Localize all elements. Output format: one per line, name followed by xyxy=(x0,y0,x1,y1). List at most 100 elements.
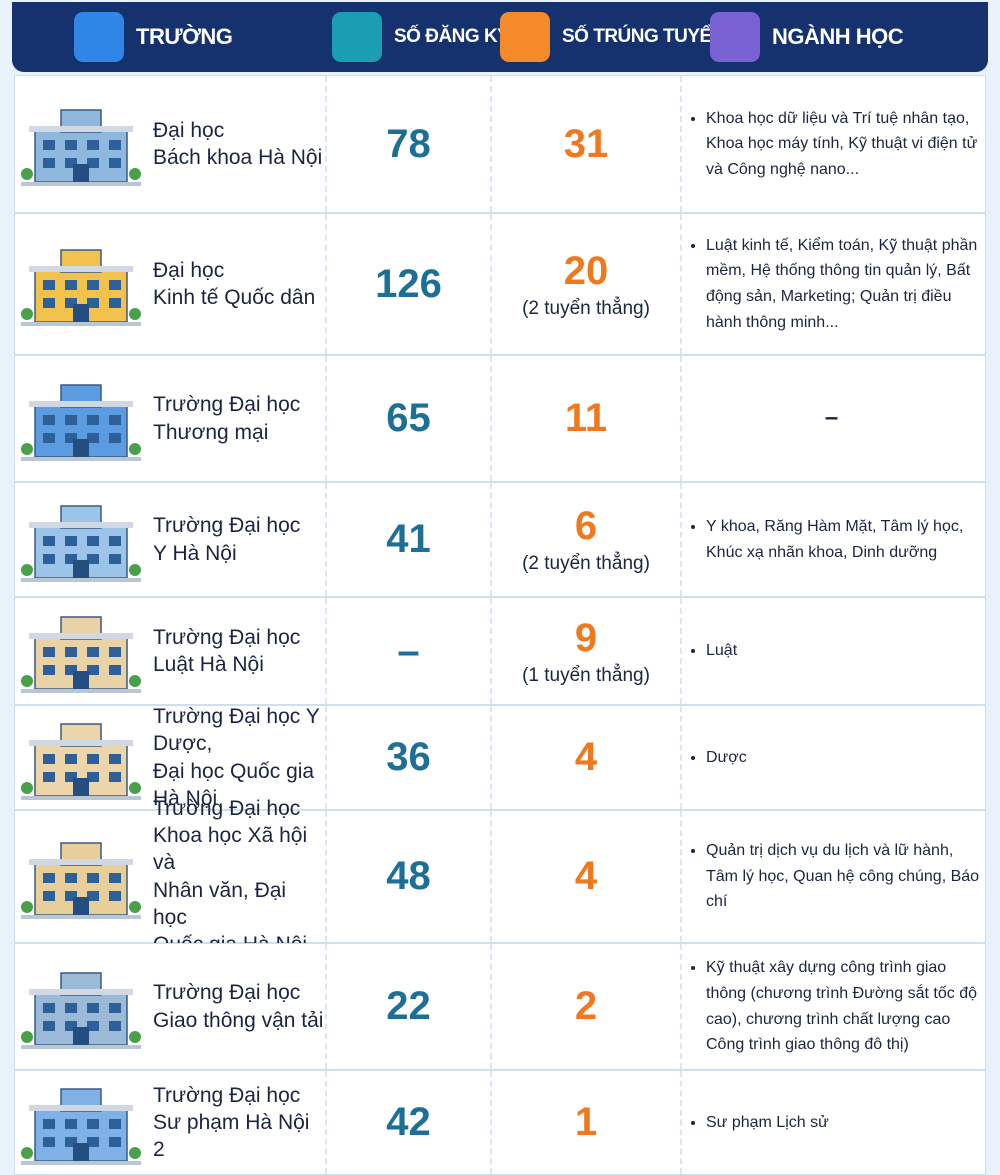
header-cell: SỐ ĐĂNG KÝ xyxy=(332,2,510,72)
majors-list: Quản trị dịch vụ du lịch và lữ hành, Tâm… xyxy=(682,838,981,915)
school-line: Khoa học Xã hội và xyxy=(153,823,308,875)
school-line: Giao thông vận tải xyxy=(153,1008,324,1032)
admitted-value: 6 xyxy=(574,504,598,548)
school-name: Trường Đại học Giao thông vận tải xyxy=(153,979,323,1034)
school-line: Sư phạm Hà Nội 2 xyxy=(153,1110,310,1162)
majors-text: – xyxy=(824,404,839,432)
building-icon xyxy=(21,383,141,461)
school-name: Đại học Kinh tế Quốc dân xyxy=(153,257,315,312)
majors-list: Sư phạm Lịch sử xyxy=(682,1110,829,1136)
school-name: Trường Đại học Sư phạm Hà Nội 2 xyxy=(153,1082,325,1164)
table-row: Đại học Bách khoa Hà Nội 78 31 Khoa học dữ l… xyxy=(14,75,986,213)
registered-value: 126 xyxy=(375,261,442,306)
header-label: SỐ ĐĂNG KÝ xyxy=(394,26,510,47)
school-line: Y Hà Nội xyxy=(153,541,237,565)
building-icon xyxy=(21,109,141,186)
admitted-value: 9 xyxy=(574,615,598,660)
school-line: Kinh tế Quốc dân xyxy=(153,286,316,309)
building-icon xyxy=(21,722,141,800)
majors-cell: Kỹ thuật xây dựng công trình giao thông … xyxy=(680,944,987,1069)
majors-cell: Sư phạm Lịch sử xyxy=(680,1071,987,1174)
table-row: Trường Đại học Thương mại 65 11 – xyxy=(14,355,986,482)
admitted-value: 31 xyxy=(563,121,609,166)
school-cell: Đại học Bách khoa Hà Nội xyxy=(153,76,325,212)
table-row: Trường Đại học Luật Hà Nội – 9 (1 tuyển thẳn… xyxy=(14,597,986,705)
majors-cell: Quản trị dịch vụ du lịch và lữ hành, Tâm… xyxy=(680,811,987,942)
school-cell: Trường Đại học Sư phạm Hà Nội 2 xyxy=(153,1071,325,1174)
registered-cell: 65 xyxy=(325,356,490,481)
admitted-cell: 20 (2 tuyển thẳng) xyxy=(490,214,680,354)
school-line: Trường Đại học Y Dược, xyxy=(153,704,320,756)
school-line: Trường Đại học xyxy=(153,625,301,649)
building-icon xyxy=(21,504,141,582)
school-cell: Trường Đại học Khoa học Xã hội và Nhân văn… xyxy=(153,797,325,956)
major-item: Sư phạm Lịch sử xyxy=(706,1110,829,1136)
registered-value: 42 xyxy=(386,1100,431,1144)
admitted-note: (2 tuyển thẳng) xyxy=(522,553,650,574)
registered-cell: 126 xyxy=(325,214,490,354)
registered-value: 78 xyxy=(386,121,431,166)
school-name: Trường Đại học Y Dược, Đại học Quốc gia H… xyxy=(153,703,325,812)
school-line: Đại học xyxy=(153,258,225,282)
registered-value: – xyxy=(397,628,420,673)
majors-list: Y khoa, Răng Hàm Mặt, Tâm lý học, Khúc x… xyxy=(682,514,981,565)
school-line: Trường Đại học xyxy=(153,796,301,820)
majors-cell: Y khoa, Răng Hàm Mặt, Tâm lý học, Khúc x… xyxy=(680,483,987,596)
school-line: Nhân văn, Đại học xyxy=(153,878,287,929)
major-item: Kỹ thuật xây dựng công trình giao thông … xyxy=(706,955,981,1057)
admitted-value: 1 xyxy=(574,1100,598,1144)
school-cell: Trường Đại học Thương mại xyxy=(153,356,325,481)
admitted-cell: 9 (1 tuyển thẳng) xyxy=(490,598,680,704)
registered-value: 41 xyxy=(386,517,431,561)
school-line: Đại học Quốc gia Hà Nội xyxy=(153,759,315,810)
header-cell: TRƯỜNG xyxy=(74,2,233,72)
school-line: Thương mại xyxy=(153,420,269,444)
school-cell: Đại học Kinh tế Quốc dân xyxy=(153,214,325,354)
majors-cell: – xyxy=(680,356,987,481)
major-item: Khoa học dữ liệu và Trí tuệ nhân tạo, Kh… xyxy=(706,106,981,183)
registered-value: 22 xyxy=(386,984,431,1028)
majors-list: Luật kinh tế, Kiểm toán, Kỹ thuật phần m… xyxy=(682,233,981,335)
major-item: Y khoa, Răng Hàm Mặt, Tâm lý học, Khúc x… xyxy=(706,514,981,565)
header-cell: NGÀNH HỌC xyxy=(710,2,904,72)
building-icon xyxy=(21,841,141,919)
school-line: Trường Đại học xyxy=(153,514,301,538)
building-icon xyxy=(21,971,141,1049)
major-item: Quản trị dịch vụ du lịch và lữ hành, Tâm… xyxy=(706,838,981,915)
major-item: Dược xyxy=(706,745,747,771)
admitted-value: 4 xyxy=(574,854,598,898)
header-cell: SỐ TRÚNG TUYỂN xyxy=(500,2,725,72)
table-row: Trường Đại học Y Dược, Đại học Quốc gia H… xyxy=(14,705,986,810)
admitted-cell: 31 xyxy=(490,76,680,212)
major-item: Luật kinh tế, Kiểm toán, Kỹ thuật phần m… xyxy=(706,233,981,335)
icon xyxy=(74,12,124,62)
school-cell: Trường Đại học Y Dược, Đại học Quốc gia H… xyxy=(153,703,325,812)
admitted-cell: 11 xyxy=(490,356,680,481)
admitted-value: 2 xyxy=(574,984,598,1028)
registered-cell: 36 xyxy=(325,706,490,809)
admitted-value: 20 xyxy=(563,248,609,293)
registered-cell: – xyxy=(325,598,490,704)
building-icon xyxy=(21,249,141,326)
majors-cell: Khoa học dữ liệu và Trí tuệ nhân tạo, Kh… xyxy=(680,76,987,212)
icon xyxy=(710,12,760,62)
admitted-note: (2 tuyển thẳng) xyxy=(522,297,650,319)
icon xyxy=(332,12,382,62)
school-name: Trường Đại học Thương mại xyxy=(153,391,300,446)
school-line: Trường Đại học xyxy=(153,1083,301,1107)
table-row: Trường Đại học Sư phạm Hà Nội 2 42 1 Sư phạm… xyxy=(14,1070,986,1175)
admitted-cell: 2 xyxy=(490,944,680,1069)
registered-value: 65 xyxy=(386,396,431,440)
school-cell: Trường Đại học Y Hà Nội xyxy=(153,483,325,596)
registered-cell: 48 xyxy=(325,811,490,942)
school-line: Trường Đại học xyxy=(153,981,301,1005)
school-name: Đại học Bách khoa Hà Nội xyxy=(153,117,322,172)
majors-cell: Luật xyxy=(680,598,987,704)
admitted-value: 11 xyxy=(564,396,608,440)
icon xyxy=(500,12,550,62)
admitted-value: 4 xyxy=(574,735,598,779)
school-cell: Trường Đại học Luật Hà Nội xyxy=(153,598,325,704)
admitted-cell: 4 xyxy=(490,811,680,942)
school-name: Trường Đại học Y Hà Nội xyxy=(153,512,300,567)
registered-value: 48 xyxy=(386,854,431,898)
